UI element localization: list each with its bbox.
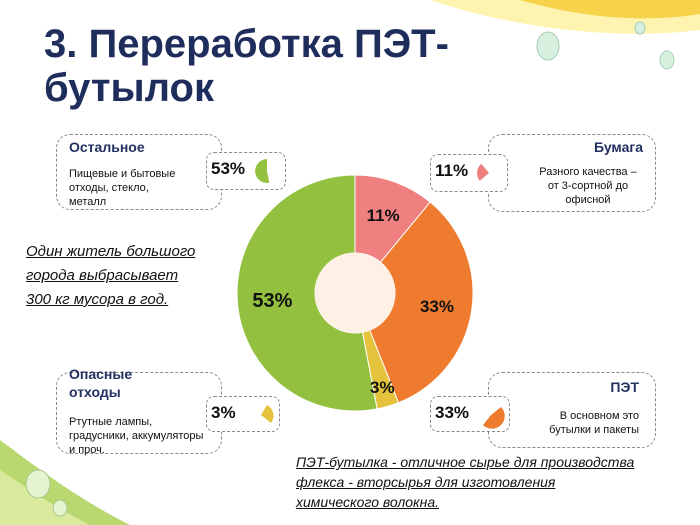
badge-paper-percent: 11% — [435, 161, 469, 180]
water-drop-5 — [52, 499, 68, 517]
badge-hazard-pie-icon — [261, 405, 274, 423]
badge-pet-pie-icon — [483, 407, 505, 429]
callout-other: Остальное Пищевые и бытовые отходы, стек… — [56, 134, 222, 210]
callout-paper-caption: Бумага — [593, 139, 643, 155]
waste-composition-donut-chart: 11% 33% 3% 53% — [236, 174, 474, 412]
badge-other-percent: 53% — [211, 159, 246, 178]
chart-label-3: 3% — [370, 378, 395, 397]
slide-title: 3. Переработка ПЭТ-бутылок — [44, 22, 449, 110]
callout-hazard: Опасные отходы Ртутные лампы, градусники… — [56, 366, 222, 456]
callout-hazard-description: Ртутные лампы, градусники, аккумуляторы … — [69, 416, 204, 456]
badge-pet: 33% — [430, 396, 510, 432]
bottom-left-swoosh-light — [0, 470, 90, 525]
callout-other-description: Пищевые и бытовые отходы, стекло, металл — [69, 168, 176, 208]
callout-pet-caption: ПЭТ — [610, 379, 639, 395]
badge-paper-pie-icon — [477, 163, 497, 183]
top-right-swoosh-accent — [520, 0, 700, 19]
callout-pet: ПЭТ В основном это бутылки и пакеты — [488, 372, 656, 448]
water-drop-1 — [536, 31, 560, 61]
chart-labels: 11% 33% 3% 53% — [252, 206, 454, 397]
chart-label-2: 33% — [420, 297, 454, 316]
chart-center-hole — [315, 253, 395, 333]
badge-pet-percent: 33% — [435, 403, 470, 422]
callout-paper: Бумага Разного качества – от 3-сортной д… — [488, 134, 656, 212]
water-drop-4 — [25, 469, 51, 499]
note-resident-waste: Один житель большого города выбрасывает … — [26, 243, 196, 308]
badge-other-pie-icon — [255, 159, 270, 183]
badge-hazard-percent: 3% — [211, 403, 236, 422]
chart-slices — [236, 174, 474, 412]
water-drop-3 — [634, 21, 646, 35]
note-pet-flex: ПЭТ-бутылка - отличное сырье для произво… — [296, 454, 635, 510]
chart-label-1: 11% — [367, 206, 400, 225]
badge-paper: 11% — [430, 154, 508, 192]
water-drop-2 — [659, 50, 675, 70]
callout-other-caption: Остальное — [69, 139, 145, 155]
callout-paper-description: Разного качества – от 3-сортной до офисн… — [539, 166, 637, 206]
callout-hazard-caption: Опасные отходы — [69, 366, 133, 400]
badge-other: 53% — [206, 152, 286, 190]
badge-hazard: 3% — [206, 396, 280, 432]
chart-label-4: 53% — [252, 290, 292, 312]
callout-pet-description: В основном это бутылки и пакеты — [549, 410, 639, 436]
